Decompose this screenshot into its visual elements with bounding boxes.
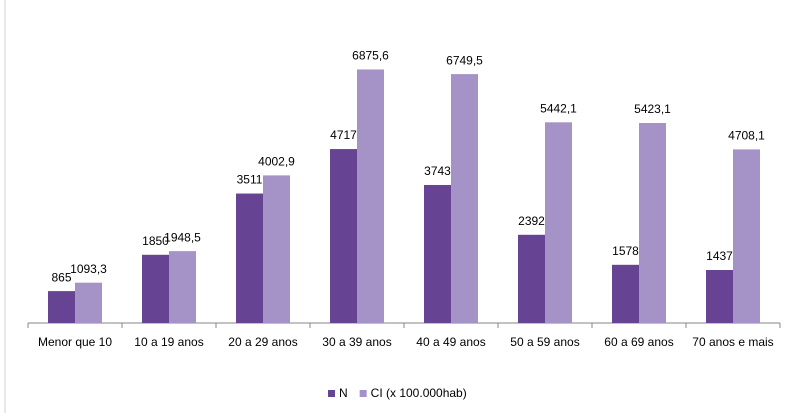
- bar: [424, 184, 451, 323]
- bar: [451, 74, 478, 324]
- data-label: 6875,6: [352, 49, 389, 63]
- x-tick-label: 10 a 19 anos: [134, 335, 203, 349]
- bar: [48, 291, 75, 323]
- bar: [169, 251, 196, 323]
- data-label: 4708,1: [728, 129, 765, 143]
- bar: [612, 264, 639, 323]
- x-tick-label: 60 a 69 anos: [604, 335, 673, 349]
- legend-swatch: [328, 390, 335, 397]
- data-label: 1850: [142, 234, 169, 248]
- x-tick-label: 40 a 49 anos: [416, 335, 485, 349]
- data-label: 3511: [237, 173, 263, 187]
- bar: [706, 270, 733, 323]
- data-label: 865: [51, 270, 71, 284]
- bar: [263, 175, 290, 323]
- data-label: 1093,3: [70, 262, 107, 276]
- bar: [545, 122, 572, 323]
- x-tick-label: Menor que 10: [38, 335, 112, 349]
- legend-swatch: [359, 390, 367, 397]
- data-label: 5423,1: [634, 102, 671, 116]
- data-label: 4717: [330, 128, 357, 142]
- bar: [75, 282, 102, 323]
- data-label: 1948,5: [164, 230, 201, 244]
- data-label: 2392: [518, 214, 545, 228]
- legend-label: CI (x 100.000hab): [371, 386, 467, 400]
- x-tick-label: 70 anos e mais: [692, 335, 773, 349]
- data-label: 1437: [706, 249, 733, 263]
- data-label: 3743: [424, 164, 451, 178]
- x-tick-label: 20 a 29 anos: [228, 335, 297, 349]
- bar: [142, 254, 169, 323]
- bar: [357, 69, 384, 323]
- x-tick-label: 30 a 39 anos: [322, 335, 391, 349]
- legend-label: N: [339, 386, 348, 400]
- data-label: 6749,5: [446, 53, 483, 67]
- x-tick-label: 50 a 59 anos: [510, 335, 579, 349]
- bar: [639, 123, 666, 323]
- bar: [733, 149, 760, 323]
- data-label: 5442,1: [540, 101, 577, 115]
- bar: [236, 193, 263, 323]
- bar: [330, 149, 357, 323]
- bar: [518, 234, 545, 323]
- data-label: 4002,9: [258, 155, 295, 169]
- data-label: 1578: [612, 244, 639, 258]
